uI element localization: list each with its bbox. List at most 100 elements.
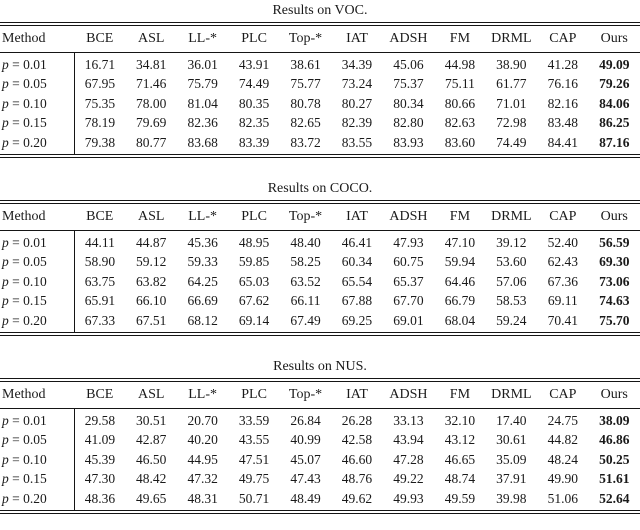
column-header-ll: LL-* <box>176 202 229 232</box>
cell-value: 82.63 <box>444 115 476 131</box>
cell-value: 66.11 <box>290 293 321 309</box>
cell-value: 40.20 <box>187 432 218 448</box>
cell-value: 48.31 <box>187 490 218 506</box>
cell-value: 39.98 <box>496 490 527 506</box>
results-table-section: Results on VOC. Method BCE ASL LL-* PLC Top-*… <box>0 2 640 159</box>
cell-value: 41.09 <box>84 432 116 448</box>
cell-value: 62.43 <box>547 254 578 270</box>
math-variable: p <box>2 254 9 270</box>
cell-value: 76.16 <box>547 76 578 92</box>
row-method-label: p = 0.15 <box>0 469 75 489</box>
table-body: p = 0.01 44.11 44.87 45.36 48.95 48.40 46.41 47… <box>0 230 640 335</box>
math-variable: p <box>2 134 9 150</box>
cell-value: 52.40 <box>547 235 578 251</box>
cell-value: 79.38 <box>84 134 116 150</box>
table-row: p = 0.01 29.58 30.51 20.70 33.59 26.84 26.28 33… <box>0 408 640 431</box>
row-method-label: p = 0.05 <box>0 252 75 272</box>
column-header-drml: DRML <box>485 24 538 53</box>
table-row: p = 0.05 41.09 42.87 40.20 43.55 40.99 42.58 43… <box>0 430 640 450</box>
cell-value: 47.30 <box>84 471 116 487</box>
column-header-asl: ASL <box>125 24 177 53</box>
table-row: p = 0.10 63.75 63.82 64.25 65.03 63.52 65.54 65… <box>0 271 640 292</box>
cell-value: 65.03 <box>238 273 270 289</box>
cell-value: 74.49 <box>238 76 270 92</box>
cell-value: 45.36 <box>187 235 218 251</box>
column-header-fm: FM <box>434 24 486 53</box>
cell-value: 83.55 <box>341 134 373 150</box>
table-row: p = 0.15 47.30 48.42 47.32 49.75 47.43 48.76 49… <box>0 469 640 489</box>
cell-value: 59.24 <box>496 312 527 328</box>
column-header-top: Top-* <box>279 202 332 232</box>
cell-value: 42.58 <box>341 432 373 448</box>
cell-value: 36.01 <box>187 57 218 72</box>
cell-value: 82.35 <box>238 115 270 131</box>
column-header-drml: DRML <box>485 202 538 232</box>
cell-value: 26.84 <box>290 413 321 429</box>
cell-value: 32.10 <box>444 413 476 429</box>
column-header-ll: LL-* <box>176 24 229 53</box>
column-header-top: Top-* <box>279 24 332 53</box>
cell-value: 60.34 <box>341 254 373 270</box>
cell-value: 81.04 <box>187 95 218 111</box>
cell-value: 48.76 <box>341 471 373 487</box>
cell-value: 63.52 <box>290 273 321 289</box>
cell-value: 44.87 <box>135 235 167 251</box>
cell-value: 66.10 <box>135 293 167 309</box>
row-method-label: p = 0.20 <box>0 488 75 513</box>
cell-value-ours: 69.30 <box>599 254 630 270</box>
results-table: Method BCE ASL LL-* PLC Top-* IAT ADSH FM DRML CAP… <box>0 22 640 159</box>
column-header-method: Method <box>0 202 74 232</box>
cell-value-ours: 56.59 <box>599 235 630 251</box>
cell-value: 65.91 <box>84 293 116 309</box>
cell-value-ours: 73.06 <box>599 273 630 289</box>
cell-value: 39.12 <box>496 235 527 251</box>
cell-value: 53.60 <box>496 254 527 270</box>
cell-value: 78.19 <box>84 115 116 131</box>
cell-value: 78.00 <box>135 95 167 111</box>
cell-value: 67.88 <box>341 293 373 309</box>
cell-value: 80.66 <box>444 95 476 111</box>
row-method-label: p = 0.05 <box>0 74 75 94</box>
row-method-label: p = 0.10 <box>0 271 75 292</box>
cell-value: 44.98 <box>444 57 476 72</box>
column-header-cap: CAP <box>537 380 589 410</box>
column-header-asl: ASL <box>125 380 177 410</box>
cell-value: 34.39 <box>341 57 373 72</box>
math-variable: p <box>2 76 9 92</box>
cell-value: 67.33 <box>84 312 116 328</box>
cell-value-ours: 87.16 <box>599 134 630 150</box>
math-variable: p <box>2 57 9 72</box>
row-method-label: p = 0.05 <box>0 430 75 450</box>
cell-value-ours: 38.09 <box>599 413 630 429</box>
cell-value: 33.59 <box>238 413 270 429</box>
cell-value: 33.13 <box>393 413 424 429</box>
cell-value: 44.95 <box>187 451 218 467</box>
row-method-label: p = 0.10 <box>0 93 75 114</box>
cell-value: 41.28 <box>547 57 578 72</box>
cell-value: 44.11 <box>85 235 115 251</box>
cell-value: 79.69 <box>135 115 167 131</box>
cell-value: 74.49 <box>496 134 527 150</box>
cell-value: 38.61 <box>290 57 321 72</box>
cell-value: 47.51 <box>238 451 270 467</box>
paper-results-tables: Results on VOC. Method BCE ASL LL-* PLC Top-*… <box>0 2 640 515</box>
cell-value-ours: 86.25 <box>599 115 630 131</box>
table-caption: Results on VOC. <box>272 3 368 18</box>
column-header-ours: Ours <box>588 24 640 53</box>
cell-value: 69.11 <box>547 293 578 309</box>
cell-value: 43.94 <box>393 432 424 448</box>
cell-value: 43.12 <box>444 432 476 448</box>
math-variable: p <box>2 293 9 309</box>
cell-value: 50.71 <box>238 490 270 506</box>
cell-value: 83.39 <box>238 134 270 150</box>
column-header-plc: PLC <box>228 380 280 410</box>
column-header-drml: DRML <box>485 380 538 410</box>
row-method-label: p = 0.15 <box>0 113 75 133</box>
cell-value: 48.95 <box>238 235 270 251</box>
table-row: p = 0.15 78.19 79.69 82.36 82.35 82.65 82.39 82… <box>0 113 640 133</box>
cell-value: 47.93 <box>393 235 424 251</box>
cell-value: 75.35 <box>84 95 116 111</box>
cell-value: 48.36 <box>84 490 116 506</box>
math-variable: p <box>2 312 9 328</box>
cell-value: 49.93 <box>393 490 424 506</box>
